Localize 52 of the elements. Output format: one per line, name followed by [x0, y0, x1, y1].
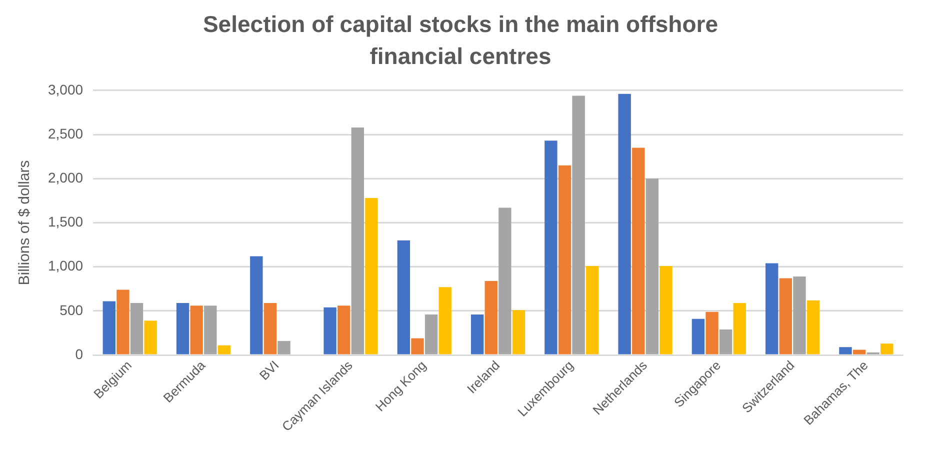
- bar: [484, 280, 498, 354]
- bar: [102, 301, 116, 354]
- y-tick-label: 2,000: [48, 169, 84, 186]
- bar: [646, 178, 659, 354]
- x-tick-label: BVI: [256, 358, 282, 384]
- bar: [351, 127, 364, 354]
- bar: [337, 306, 350, 354]
- bar: [572, 96, 585, 354]
- bar: [692, 318, 705, 354]
- bar: [544, 140, 558, 354]
- bar: [765, 263, 778, 354]
- bar: [250, 256, 263, 354]
- bar: [779, 278, 792, 354]
- bar: [278, 340, 290, 354]
- bar: [144, 320, 157, 354]
- y-tick-label: 500: [60, 302, 84, 318]
- chart-title: Selection of capital stocks in the main offshore financial centres: [202, 10, 720, 71]
- bar: [365, 198, 378, 354]
- bar: [660, 266, 672, 354]
- bar: [806, 300, 820, 354]
- bar: [733, 303, 746, 354]
- bar: [204, 306, 217, 354]
- bar: [880, 344, 894, 354]
- bar: [852, 350, 866, 354]
- y-tick-label: 2,500: [48, 125, 84, 142]
- bar: [190, 306, 203, 354]
- bar: [470, 314, 484, 354]
- bar: [586, 266, 599, 354]
- bar: [793, 276, 806, 354]
- bar: [130, 303, 144, 354]
- bar: [498, 208, 512, 354]
- y-tick-label: 1,000: [48, 258, 84, 274]
- bar: [618, 94, 631, 354]
- bar: [424, 314, 438, 354]
- y-tick-label: 3,000: [48, 81, 84, 98]
- bar: [264, 303, 277, 354]
- y-tick-label: 0: [75, 346, 84, 362]
- bar: [176, 303, 190, 354]
- bar: [116, 290, 130, 354]
- bar: [411, 338, 424, 354]
- bar: [512, 310, 526, 354]
- bar: [839, 347, 852, 354]
- bar: [558, 165, 572, 354]
- bar: [218, 345, 231, 354]
- y-tick-label: 1,500: [48, 214, 84, 230]
- bar: [397, 240, 410, 354]
- bar: [438, 287, 452, 354]
- y-axis-title: Billions of $ dollars: [16, 160, 34, 286]
- bar: [324, 307, 336, 354]
- bar: [719, 329, 732, 354]
- bar: [632, 148, 645, 354]
- bar: [706, 312, 718, 354]
